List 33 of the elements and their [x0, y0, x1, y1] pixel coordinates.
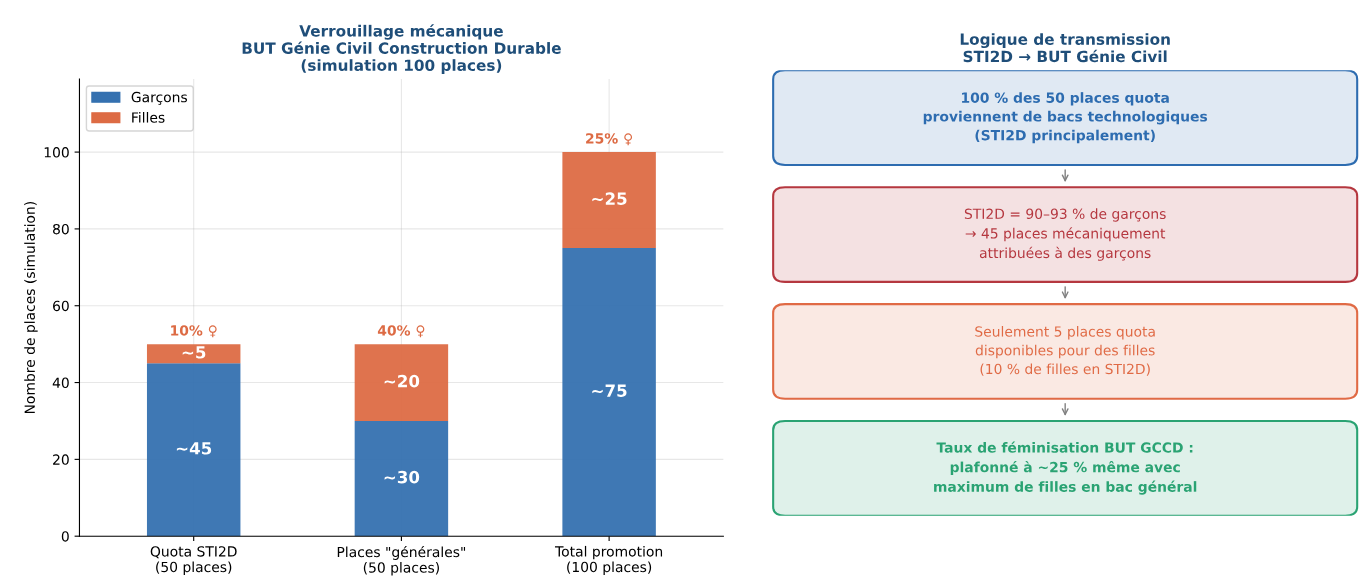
bar	[562, 248, 656, 537]
text: 100 % des 50 places quota proviennent de bacs technologiques (STI2D principalement)	[923, 92, 1208, 144]
y-tick-label: 40	[52, 377, 69, 389]
bar	[354, 420, 449, 537]
annotation: 40% ♀	[377, 325, 425, 338]
y-tick-label: 20	[53, 454, 69, 465]
data-label: ~5	[182, 346, 206, 359]
annotation: 25% ♀	[586, 133, 633, 146]
legend-label: Filles	[132, 112, 165, 123]
text: STI2D = 90–93 % de garçons → 45 places mécaniquement attribuées à des garçons	[964, 208, 1166, 261]
y-tick-label: 0	[61, 531, 69, 542]
chart-title: Verrouillage mécanique BUT Génie Civil Construction Durable (simulation 100 places)	[242, 24, 561, 74]
x-tick-label: Total promotion (100 places)	[554, 545, 663, 575]
y-tick-label: 100	[44, 147, 69, 158]
y-tick-label: 60	[53, 300, 69, 312]
text: Seulement 5 places quota disponibles pour des filles (10 % de filles en STI2D)	[975, 326, 1155, 376]
x-tick-label: Places "générales" (50 places)	[337, 545, 466, 576]
text: Taux de féminisation BUT GCCD : plafonné à ~25 % même avec maximum de filles en bac général	[934, 441, 1197, 495]
y-tick-label: 80	[53, 223, 69, 235]
data-label: ~45	[176, 442, 212, 455]
text: Logique de transmission STI2D → BUT Génie Civil	[960, 33, 1170, 63]
bar	[354, 344, 449, 421]
data-label: ~75	[592, 384, 627, 397]
annotation: 10% ♀	[171, 325, 217, 338]
bar	[562, 152, 656, 249]
data-label: ~20	[384, 374, 420, 388]
data-label: ~30	[384, 470, 420, 484]
legend-label: Garçons	[131, 91, 188, 105]
data-label: ~25	[592, 192, 627, 205]
bar	[146, 344, 241, 364]
x-tick-label: Quota STI2D (50 places)	[150, 546, 237, 575]
y-axis-title: Nombre de places (simulation)	[24, 202, 38, 414]
bar	[146, 363, 241, 537]
